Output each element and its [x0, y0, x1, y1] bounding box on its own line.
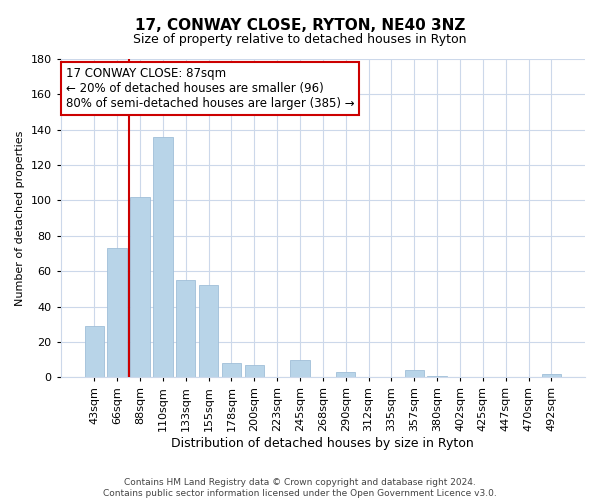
Text: Size of property relative to detached houses in Ryton: Size of property relative to detached ho…	[133, 32, 467, 46]
Bar	[245, 365, 264, 378]
Y-axis label: Number of detached properties: Number of detached properties	[15, 130, 25, 306]
Text: 17 CONWAY CLOSE: 87sqm
← 20% of detached houses are smaller (96)
80% of semi-det: 17 CONWAY CLOSE: 87sqm ← 20% of detached…	[66, 67, 355, 110]
Bar	[427, 376, 447, 378]
Bar	[85, 326, 104, 378]
Bar	[221, 363, 241, 378]
Bar	[542, 374, 561, 378]
Bar	[130, 197, 149, 378]
Bar	[153, 137, 173, 378]
Bar	[176, 280, 196, 378]
Bar	[404, 370, 424, 378]
Text: 17, CONWAY CLOSE, RYTON, NE40 3NZ: 17, CONWAY CLOSE, RYTON, NE40 3NZ	[135, 18, 465, 32]
Bar	[290, 360, 310, 378]
Bar	[336, 372, 355, 378]
X-axis label: Distribution of detached houses by size in Ryton: Distribution of detached houses by size …	[172, 437, 474, 450]
Bar	[107, 248, 127, 378]
Text: Contains HM Land Registry data © Crown copyright and database right 2024.
Contai: Contains HM Land Registry data © Crown c…	[103, 478, 497, 498]
Bar	[199, 286, 218, 378]
